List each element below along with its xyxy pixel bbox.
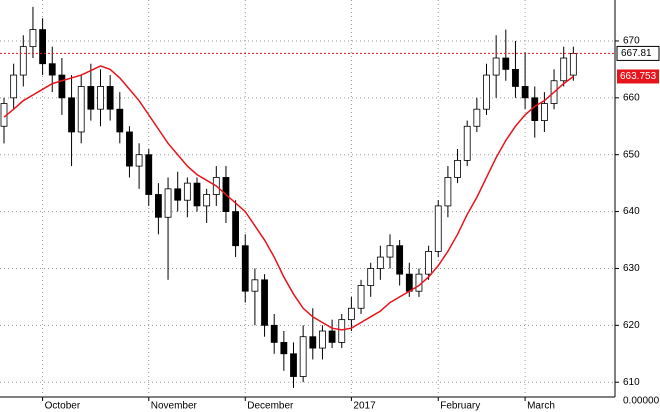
candle-body: [106, 86, 114, 110]
bottom-label: 0.00000: [623, 396, 660, 407]
y-tick-label: 610: [623, 377, 640, 388]
candle-body: [39, 29, 46, 65]
candle-body: [68, 97, 75, 133]
candle-body: [299, 336, 307, 377]
x-tick-label: October: [45, 401, 81, 412]
candle-body: [434, 205, 442, 252]
candle-body: [357, 285, 365, 309]
candle-body: [77, 86, 85, 133]
candle-body: [203, 194, 211, 207]
candle-body: [135, 154, 143, 167]
candle-body: [126, 131, 133, 167]
candle-body: [502, 57, 510, 70]
candle-body: [483, 74, 490, 110]
y-tick-label: 660: [623, 92, 640, 103]
x-tick-label: 2017: [353, 401, 376, 412]
candle-body: [492, 57, 500, 76]
candle-body: [290, 353, 297, 377]
candle-body: [541, 103, 548, 121]
ma-label-box: [617, 69, 659, 84]
y-tick-label: 620: [623, 320, 640, 331]
candle-body: [309, 336, 317, 349]
candle-body: [10, 74, 18, 99]
candle-body: [512, 68, 519, 87]
candle-body: [454, 159, 461, 178]
x-tick-label: December: [247, 401, 294, 412]
candle-body: [48, 63, 56, 76]
candle-body: [396, 245, 404, 275]
candle-body: [367, 268, 375, 286]
candle-body: [444, 177, 452, 207]
x-tick-label: November: [151, 401, 198, 412]
price-label: 667.81: [621, 48, 652, 59]
candle-body: [251, 279, 259, 292]
candle-body: [319, 330, 326, 349]
x-tick-label: February: [440, 401, 480, 412]
candle-body: [560, 57, 568, 82]
y-tick-label: 630: [623, 263, 640, 274]
candle-body: [116, 108, 124, 133]
ma-label: 663.753: [620, 71, 657, 82]
candle-body: [29, 29, 37, 48]
candle-body: [328, 330, 336, 343]
x-tick-label: March: [527, 401, 555, 412]
candle-body: [87, 86, 95, 110]
candle-body: [183, 182, 191, 201]
moving-average: [3, 65, 574, 331]
candle-body: [174, 188, 182, 201]
candle-body: [376, 256, 384, 269]
candle-body: [405, 273, 413, 292]
candle-body: [425, 250, 433, 275]
candle-body: [232, 211, 240, 247]
y-tick-label: 640: [623, 206, 640, 217]
candle-body: [164, 188, 172, 218]
candle-body: [58, 74, 66, 99]
candle-body: [261, 279, 268, 326]
candle-body: [270, 324, 278, 343]
candle-body: [97, 86, 104, 110]
price-label-box: [616, 45, 660, 61]
candle-body: [193, 182, 201, 207]
candle-body: [386, 245, 394, 258]
candle-body: [347, 307, 355, 321]
y-tick-label: 650: [623, 149, 640, 160]
candle-body: [338, 319, 346, 343]
candle-body: [280, 341, 288, 355]
candle-body: [569, 53, 577, 76]
candle-body: [473, 108, 481, 127]
candle-body: [241, 245, 249, 292]
candle-body: [463, 125, 471, 161]
candle-body: [154, 194, 162, 218]
candle-body: [19, 46, 27, 76]
candle-body: [521, 86, 529, 99]
y-tick-label: 670: [623, 36, 640, 47]
candle-body: [145, 154, 153, 195]
